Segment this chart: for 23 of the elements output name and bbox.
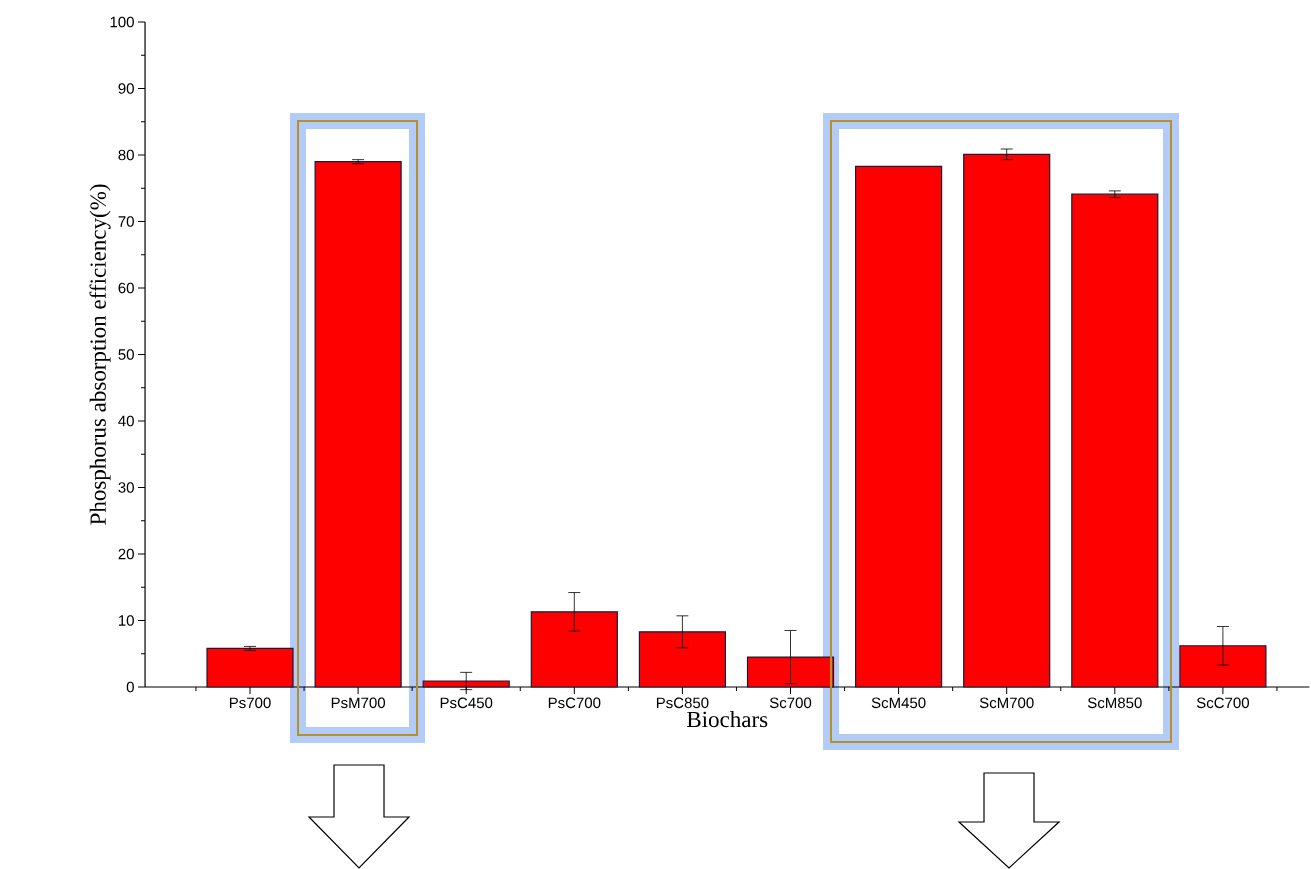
y-tick-label: 10 — [118, 615, 134, 626]
x-tick-label: PsC850 — [656, 697, 709, 709]
x-axis-title: Biochars — [686, 711, 768, 728]
y-tick-label: 30 — [118, 482, 134, 493]
x-tick-label: Ps700 — [229, 697, 271, 709]
y-tick-label: 80 — [118, 149, 134, 161]
y-tick-label: 70 — [118, 216, 134, 227]
x-tick-label: PsC450 — [440, 697, 493, 709]
y-tick-label: 60 — [118, 282, 134, 294]
y-axis-title: Phosphorus absorption efficiency(%) — [89, 184, 111, 525]
y-tick-label: 20 — [118, 548, 134, 560]
x-tick-label: ScC700 — [1196, 697, 1249, 709]
y-tick-label: 90 — [118, 83, 134, 94]
y-tick-label: 40 — [118, 415, 134, 427]
y-tick-label: 50 — [118, 349, 134, 360]
x-tick-label: ScM450 — [871, 697, 926, 709]
y-tick-label: 0 — [126, 681, 134, 693]
y-tick-label: 100 — [110, 16, 134, 28]
x-tick-label: PsM700 — [331, 697, 386, 709]
x-tick-label: ScM700 — [979, 697, 1034, 709]
x-tick-label: ScM850 — [1087, 697, 1142, 709]
x-tick-label: Sc700 — [769, 697, 812, 709]
x-tick-label: PsC700 — [548, 697, 601, 709]
